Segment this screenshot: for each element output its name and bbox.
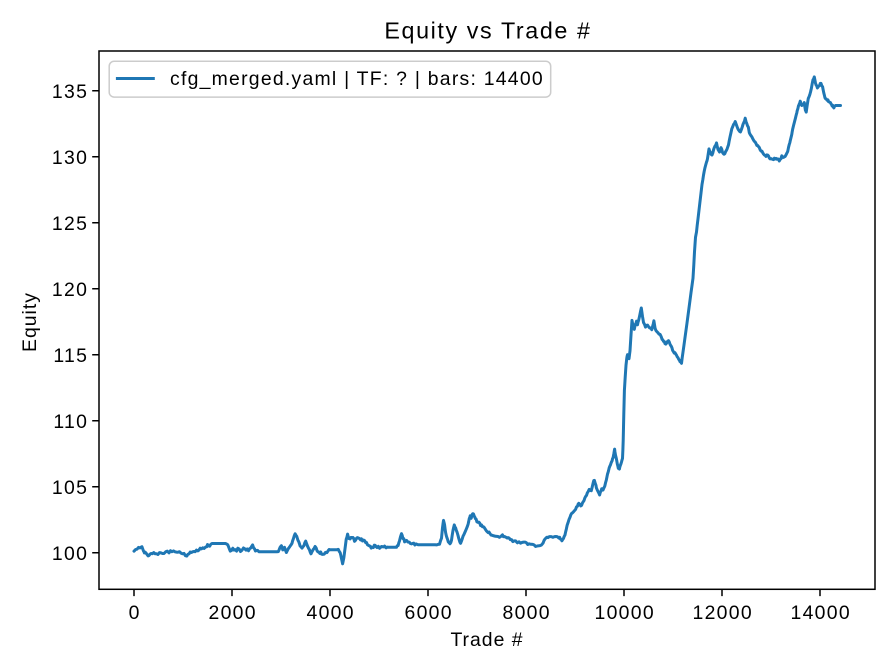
svg-text:125: 125	[52, 213, 88, 235]
svg-text:6000: 6000	[405, 602, 453, 624]
svg-text:Trade #: Trade #	[450, 629, 523, 651]
svg-text:135: 135	[52, 81, 88, 103]
svg-text:cfg_merged.yaml | TF: ? | bars: cfg_merged.yaml | TF: ? | bars: 14400	[170, 68, 544, 90]
svg-text:130: 130	[52, 147, 88, 169]
svg-text:105: 105	[52, 477, 88, 499]
svg-text:14000: 14000	[790, 602, 850, 624]
svg-text:0: 0	[129, 602, 141, 624]
svg-text:10000: 10000	[594, 602, 654, 624]
svg-text:12000: 12000	[692, 602, 752, 624]
svg-text:4000: 4000	[307, 602, 355, 624]
svg-text:120: 120	[52, 279, 88, 301]
svg-text:100: 100	[52, 543, 88, 565]
svg-text:115: 115	[53, 345, 88, 367]
svg-text:Equity: Equity	[19, 292, 41, 352]
svg-text:Equity vs Trade #: Equity vs Trade #	[384, 18, 591, 44]
svg-text:2000: 2000	[209, 602, 257, 624]
svg-text:110: 110	[53, 411, 88, 433]
svg-text:8000: 8000	[503, 602, 551, 624]
